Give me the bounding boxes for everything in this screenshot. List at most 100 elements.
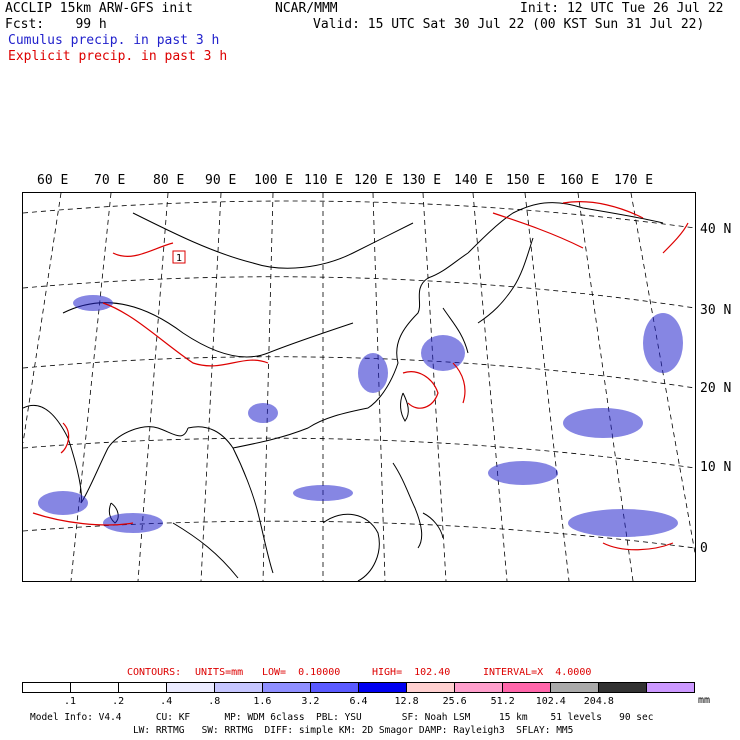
meridian-line bbox=[472, 192, 508, 582]
explicit-contour bbox=[452, 362, 466, 404]
lon-label: 60 E bbox=[37, 173, 69, 188]
explicit-contour bbox=[60, 422, 70, 454]
cumulus-area bbox=[563, 408, 643, 438]
lon-label: 110 E bbox=[304, 173, 344, 188]
lon-label: 80 E bbox=[153, 173, 185, 188]
coastline-philippines bbox=[392, 462, 444, 549]
coastline-borneo bbox=[322, 513, 380, 582]
parallel-line bbox=[22, 437, 696, 469]
cumulus-area bbox=[643, 313, 683, 373]
colorbar-tick-label: 6.4 bbox=[349, 696, 368, 707]
lat-label: 30 N bbox=[700, 303, 732, 318]
explicit-precip bbox=[32, 201, 689, 551]
colorbar-labels: .1 .2 .4 .8 1.6 3.2 6.4 12.8 25.6 51.2 102.4 204.8 bbox=[22, 696, 695, 707]
colorbar-tick-label: .1 bbox=[64, 696, 77, 707]
coastline-india bbox=[22, 404, 189, 504]
explicit-contour bbox=[602, 542, 674, 551]
coastline-taiwan bbox=[400, 392, 409, 422]
longitude-labels: 60 E 70 E 80 E 90 E 100 E 110 E 120 E 13… bbox=[22, 173, 696, 188]
lat-label: 20 N bbox=[700, 381, 732, 396]
colorbar bbox=[22, 682, 695, 693]
colorbar-tick-label: 1.6 bbox=[253, 696, 272, 707]
model-title: ACCLIP 15km ARW-GFS init bbox=[5, 1, 193, 16]
colorbar-box bbox=[23, 683, 71, 692]
colorbar-box bbox=[263, 683, 311, 692]
cumulus-area bbox=[568, 509, 678, 537]
precipitation-map: 1 bbox=[22, 192, 696, 582]
lat-label: 40 N bbox=[700, 222, 732, 237]
colorbar-tick-label: 51.2 bbox=[490, 696, 515, 707]
lon-label: 100 E bbox=[254, 173, 294, 188]
marker-box bbox=[172, 250, 186, 264]
coastline-korea-japan bbox=[442, 237, 534, 354]
coastlines bbox=[22, 202, 664, 582]
coastline-siberia bbox=[467, 202, 664, 254]
colorbar-tick-label: .4 bbox=[160, 696, 173, 707]
colorbar-tick-label: .2 bbox=[112, 696, 125, 707]
contours-label: CONTOURS: bbox=[127, 667, 182, 678]
colorbar-box bbox=[551, 683, 599, 692]
forecast-hour: Fcst: 99 h bbox=[5, 17, 107, 32]
lat-label: 0 bbox=[700, 541, 708, 556]
lon-label: 130 E bbox=[402, 173, 442, 188]
lon-label: 70 E bbox=[94, 173, 126, 188]
marker-label: 1 bbox=[176, 253, 182, 264]
colorbar-box bbox=[311, 683, 359, 692]
explicit-contour bbox=[32, 512, 134, 526]
parallel-line bbox=[22, 276, 696, 309]
lon-label: 170 E bbox=[614, 173, 654, 188]
contours-low: LOW= 0.10000 bbox=[262, 667, 341, 678]
meridian-line bbox=[372, 192, 386, 582]
institution-label: NCAR/MMM bbox=[275, 1, 338, 16]
cumulus-precip bbox=[38, 295, 683, 537]
meridian-line bbox=[200, 192, 222, 582]
meridian-line bbox=[524, 192, 570, 582]
meridian-line bbox=[422, 192, 447, 582]
meridian-line bbox=[70, 192, 112, 582]
lon-label: 160 E bbox=[560, 173, 600, 188]
colorbar-unit: mm bbox=[698, 695, 711, 706]
meridian-line bbox=[262, 192, 274, 582]
colorbar-box bbox=[71, 683, 119, 692]
model-info-line1: Model Info: V4.4 CU: KF MP: WDM 6class P… bbox=[30, 712, 654, 723]
cumulus-legend: Cumulus precip. in past 3 h bbox=[8, 33, 220, 48]
cumulus-area bbox=[421, 335, 465, 371]
explicit-contour bbox=[402, 371, 439, 409]
colorbar-box bbox=[119, 683, 167, 692]
explicit-legend: Explicit precip. in past 3 h bbox=[8, 49, 228, 64]
colorbar-tick-label: 25.6 bbox=[442, 696, 467, 707]
cumulus-area bbox=[293, 485, 353, 501]
colorbar-tick-label: 204.8 bbox=[583, 696, 614, 707]
colorbar-box bbox=[215, 683, 263, 692]
colorbar-tick-label: 12.8 bbox=[394, 696, 419, 707]
lon-label: 140 E bbox=[454, 173, 494, 188]
cumulus-area bbox=[248, 403, 278, 423]
explicit-contour bbox=[492, 201, 644, 249]
colorbar-box bbox=[455, 683, 503, 692]
colorbar-box bbox=[647, 683, 694, 692]
colorbar-box bbox=[599, 683, 647, 692]
lon-label: 90 E bbox=[205, 173, 237, 188]
meridian-line bbox=[22, 192, 62, 444]
explicit-contour bbox=[662, 222, 689, 254]
parallel-line bbox=[22, 200, 696, 229]
explicit-contour bbox=[112, 242, 174, 257]
colorbar-box bbox=[167, 683, 215, 692]
cumulus-area bbox=[488, 461, 558, 485]
colorbar-tick-label: .8 bbox=[208, 696, 221, 707]
cumulus-area bbox=[73, 295, 113, 311]
coastline-indochina bbox=[187, 426, 274, 574]
parallel-line bbox=[22, 356, 696, 389]
explicit-contour bbox=[102, 302, 269, 367]
valid-time: Valid: 15 UTC Sat 30 Jul 22 (00 KST Sun … bbox=[313, 17, 705, 32]
contours-high: HIGH= 102.40 bbox=[372, 667, 451, 678]
colorbar-tick-label: 102.4 bbox=[535, 696, 566, 707]
contours-units: UNITS=mm bbox=[195, 667, 244, 678]
lon-label: 150 E bbox=[506, 173, 546, 188]
border-lines bbox=[62, 212, 414, 358]
colorbar-box bbox=[359, 683, 407, 692]
colorbar-box bbox=[407, 683, 455, 692]
coastline-sumatra bbox=[172, 522, 239, 579]
lon-label: 120 E bbox=[354, 173, 394, 188]
cumulus-area bbox=[358, 353, 388, 393]
